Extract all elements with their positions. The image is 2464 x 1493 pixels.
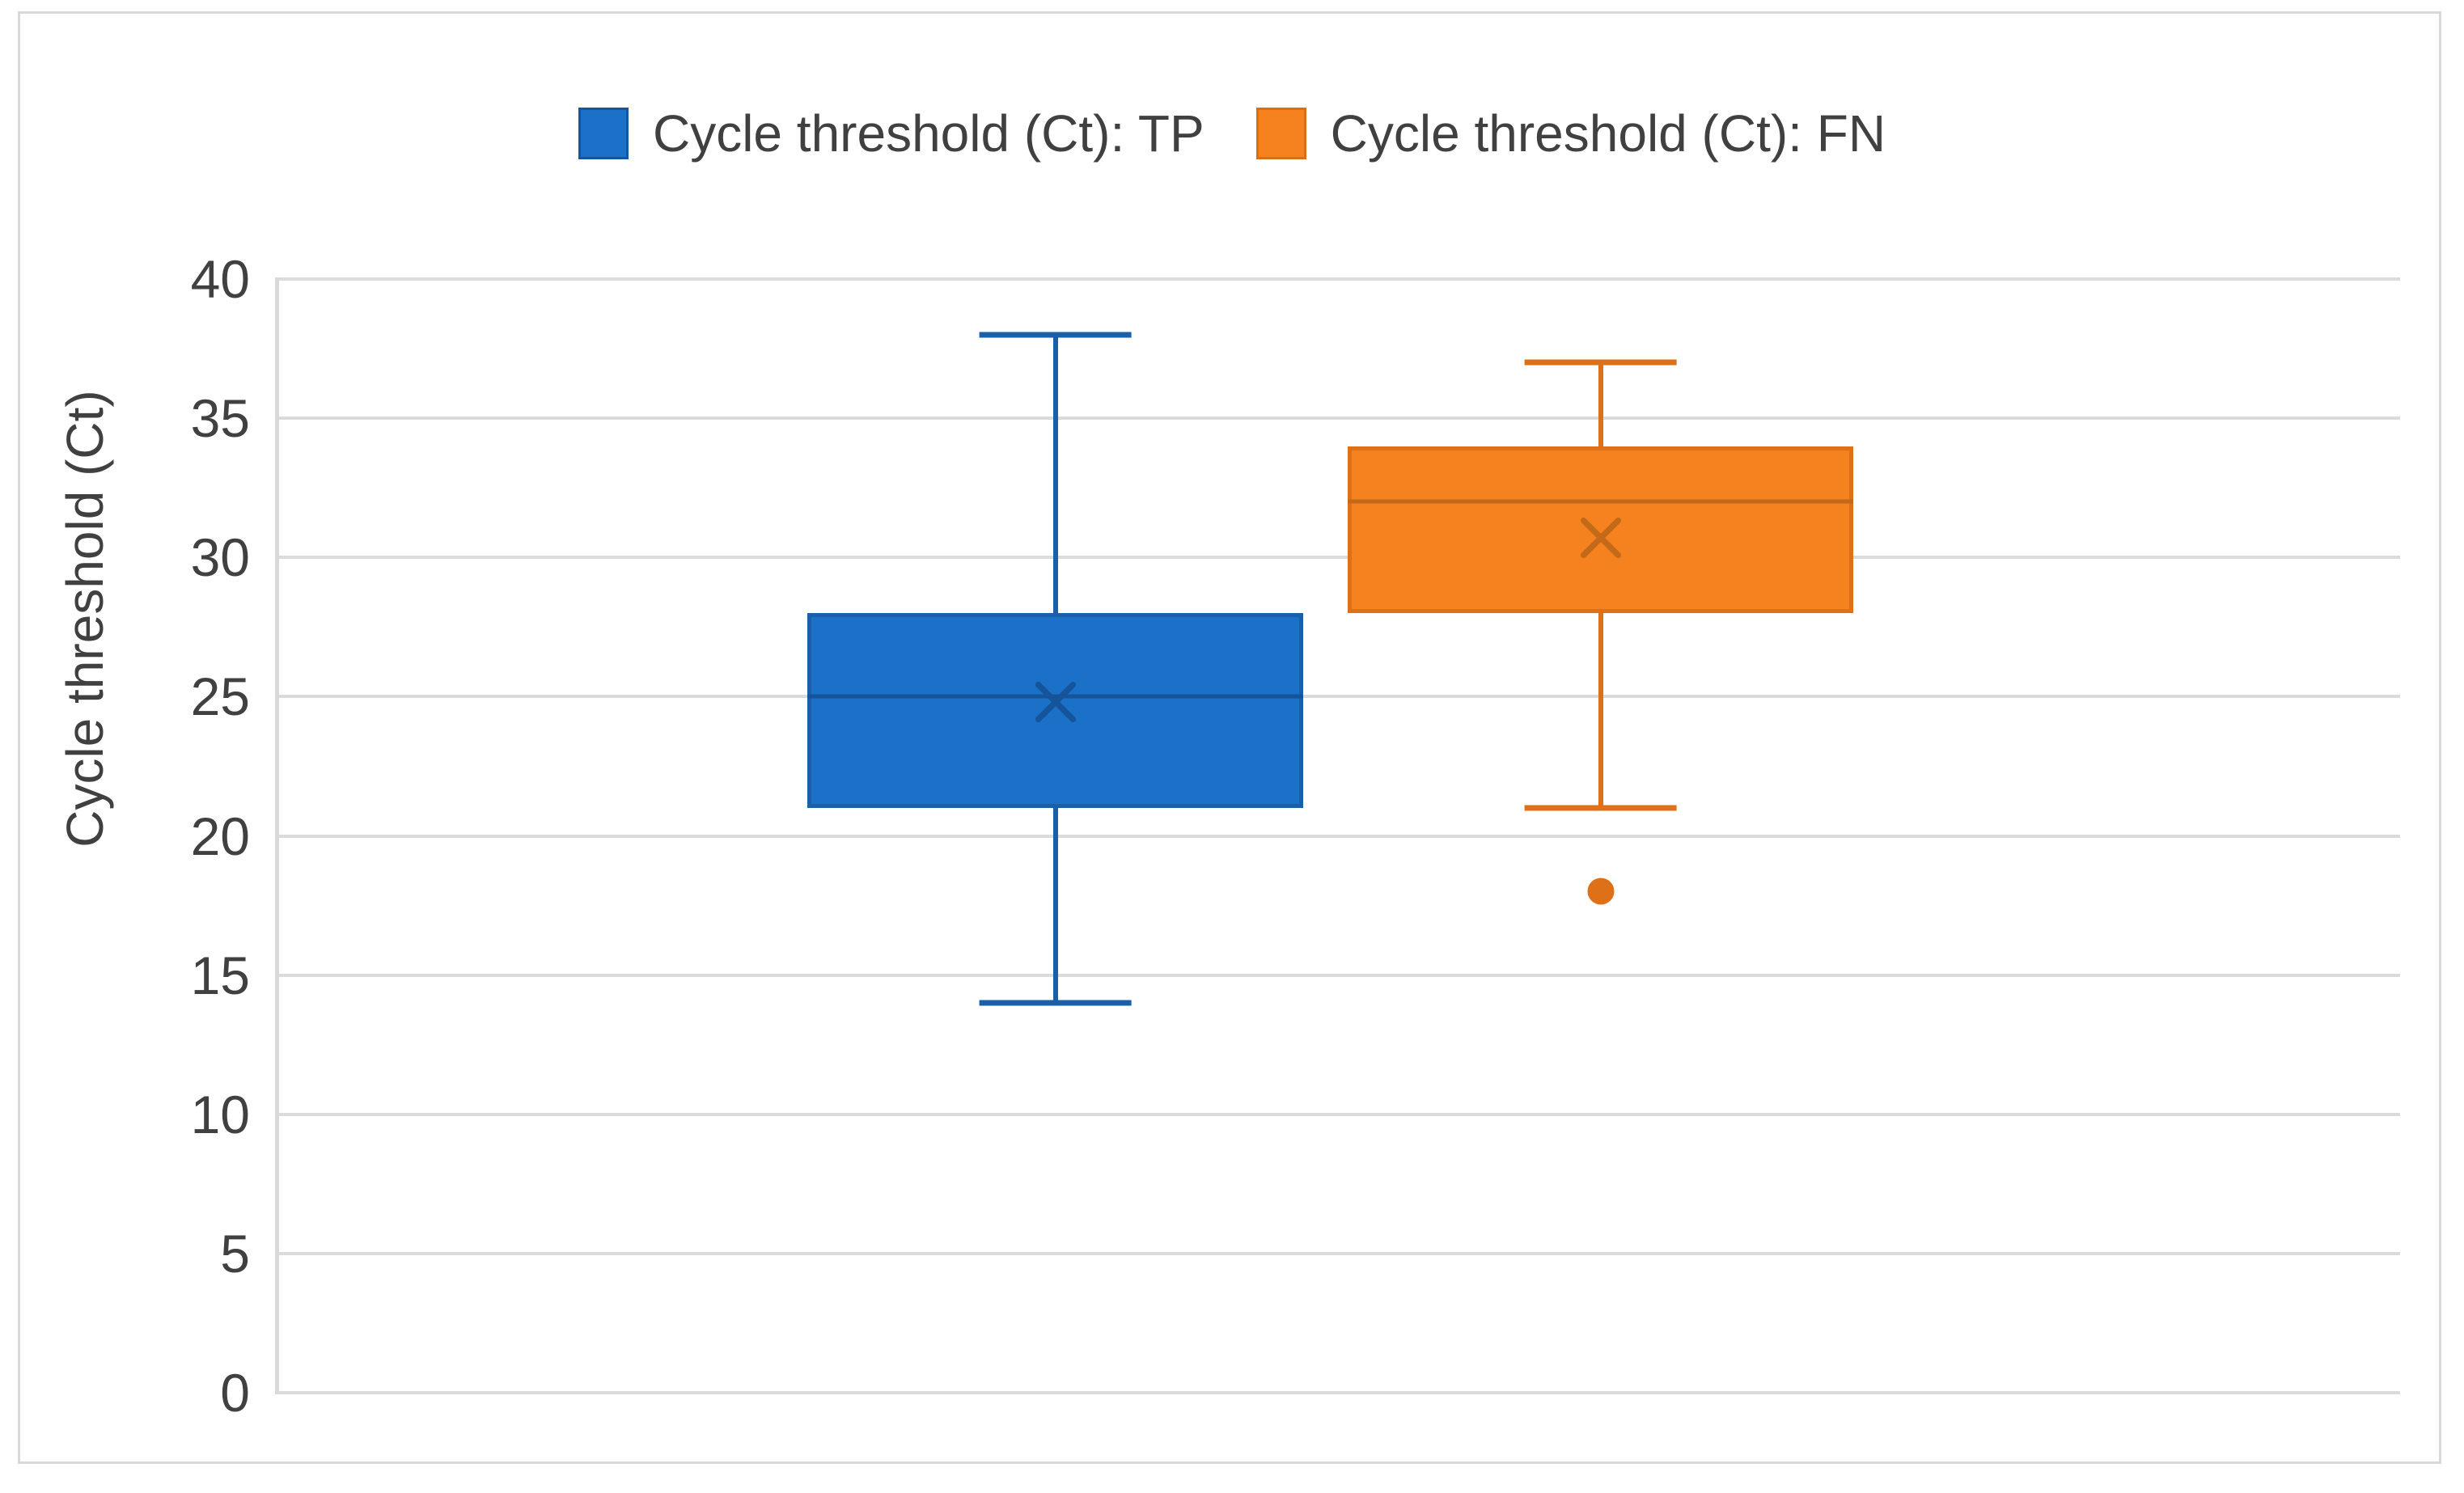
legend-item-tp: Cycle threshold (Ct): TP <box>578 104 1204 163</box>
mean-x-marker <box>1032 679 1079 725</box>
y-tick-label-10: 10 <box>190 1084 250 1144</box>
gridline-25 <box>279 695 2400 699</box>
gridline-0 <box>279 1391 2400 1394</box>
plot-area: 0 5 10 15 20 25 30 35 40 <box>191 252 2400 1419</box>
mean-x-marker <box>1577 514 1624 561</box>
legend-swatch-tp-icon <box>578 108 629 159</box>
lower-whisker <box>1598 613 1603 809</box>
gridline-5 <box>279 1251 2400 1255</box>
gridline-40 <box>279 277 2400 281</box>
y-tick-label-5: 5 <box>220 1223 250 1284</box>
chart-area-border <box>18 11 2441 1464</box>
median-line <box>1348 499 1853 504</box>
legend-item-fn: Cycle threshold (Ct): FN <box>1255 104 1886 163</box>
min-whisker-cap <box>1524 805 1677 811</box>
y-tick-label-20: 20 <box>190 806 250 866</box>
legend-label-fn: Cycle threshold (Ct): FN <box>1330 104 1886 163</box>
y-tick-label-40: 40 <box>190 249 250 309</box>
iqr-box <box>1348 446 1853 614</box>
y-tick-label-35: 35 <box>190 388 250 449</box>
y-tick-label-25: 25 <box>190 666 250 727</box>
iqr-box <box>807 613 1304 809</box>
y-tick-label-30: 30 <box>190 527 250 588</box>
legend: Cycle threshold (Ct): TP Cycle threshold… <box>0 104 2464 163</box>
gridline-35 <box>279 417 2400 421</box>
max-whisker-cap <box>979 332 1133 338</box>
y-axis-title: Cycle threshold (Ct) <box>56 390 114 848</box>
y-tick-label-0: 0 <box>220 1363 250 1423</box>
legend-swatch-fn-icon <box>1255 108 1306 159</box>
max-whisker-cap <box>1524 359 1677 366</box>
gridline-10 <box>279 1112 2400 1116</box>
median-line <box>807 694 1304 699</box>
y-axis-line <box>275 277 279 1394</box>
gridline-20 <box>279 834 2400 838</box>
legend-label-tp: Cycle threshold (Ct): TP <box>652 104 1204 163</box>
upper-whisker <box>1052 334 1058 614</box>
gridline-15 <box>279 973 2400 977</box>
outlier-point <box>1587 878 1614 905</box>
gridline-30 <box>279 556 2400 560</box>
lower-whisker <box>1052 808 1058 1004</box>
y-tick-label-15: 15 <box>190 945 250 1005</box>
upper-whisker <box>1598 362 1603 446</box>
min-whisker-cap <box>979 1000 1133 1006</box>
